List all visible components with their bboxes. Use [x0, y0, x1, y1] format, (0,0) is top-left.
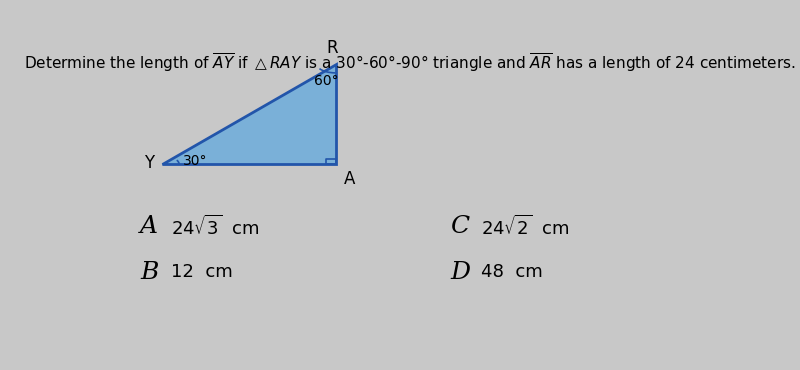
Text: $24\sqrt{3}$  cm: $24\sqrt{3}$ cm	[171, 215, 260, 239]
Polygon shape	[162, 64, 336, 164]
Text: B: B	[140, 261, 158, 284]
Text: A: A	[140, 215, 158, 238]
Text: Y: Y	[144, 155, 154, 172]
Text: 48  cm: 48 cm	[482, 263, 543, 281]
Text: C: C	[450, 215, 470, 238]
Text: 60°: 60°	[314, 74, 338, 88]
Text: 12  cm: 12 cm	[171, 263, 233, 281]
Text: R: R	[326, 39, 338, 57]
Text: 30°: 30°	[182, 154, 207, 168]
Text: Determine the length of $\overline{AY}$ if $\triangle RAY$ is a 30°-60°-90° tria: Determine the length of $\overline{AY}$ …	[24, 51, 796, 74]
Text: A: A	[344, 170, 355, 188]
Text: D: D	[450, 261, 470, 284]
Text: $24\sqrt{2}$  cm: $24\sqrt{2}$ cm	[482, 215, 570, 239]
